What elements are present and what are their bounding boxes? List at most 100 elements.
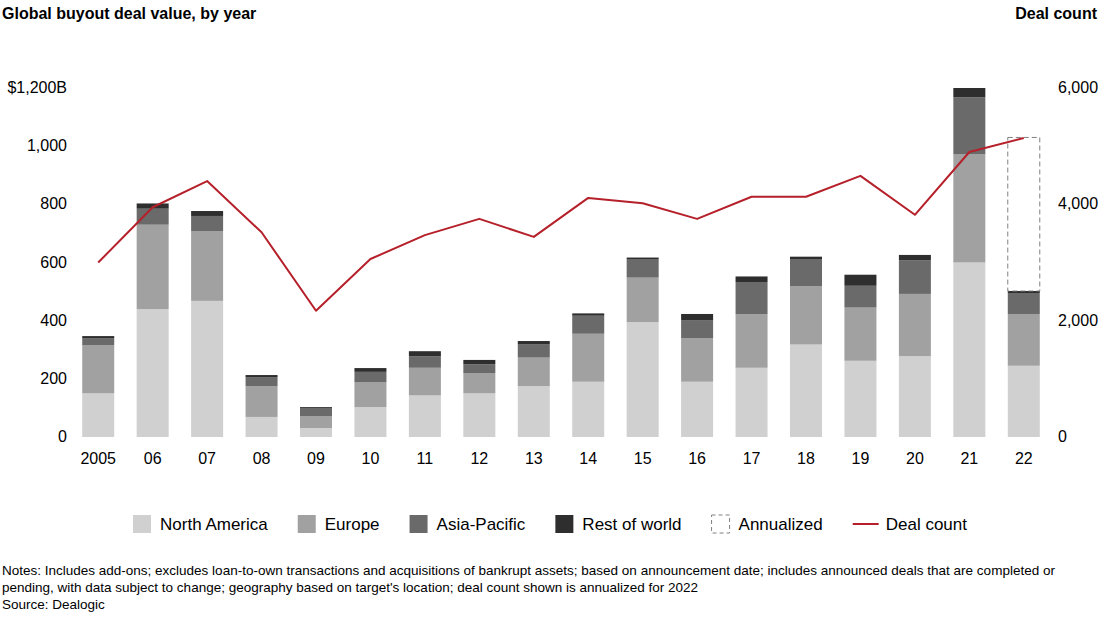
notes: Notes: Includes add-ons; excludes loan-t…	[2, 562, 1098, 596]
bar-segment	[844, 308, 876, 361]
bar-segment	[518, 386, 550, 437]
bar-segment	[246, 375, 278, 377]
bar-segment	[354, 407, 386, 437]
y-tick	[68, 437, 70, 438]
bar-segment	[191, 211, 223, 216]
bar-segment	[409, 395, 441, 437]
bar-segment	[627, 259, 659, 278]
legend-label: Rest of world	[582, 515, 681, 534]
bar-segment	[463, 364, 495, 373]
bar-segment	[191, 216, 223, 231]
bar-segment	[899, 294, 931, 356]
bar-segment	[137, 225, 169, 309]
bar-segment	[463, 360, 495, 364]
x-tick-label: 07	[198, 450, 216, 467]
bar-segment	[953, 263, 985, 438]
bar-segment	[736, 314, 768, 368]
bar-segment	[627, 278, 659, 322]
legend-label: Deal count	[886, 515, 968, 534]
bar-segment	[82, 345, 114, 393]
bar-segment	[137, 209, 169, 225]
y2-tick	[1052, 320, 1054, 321]
bar-segment	[354, 368, 386, 372]
bar-segment	[82, 336, 114, 338]
bar-segment	[572, 334, 604, 382]
plot-area	[82, 88, 1040, 437]
bar-segment	[572, 316, 604, 334]
bar-segment	[191, 301, 223, 437]
bar-segment	[463, 393, 495, 437]
y-tick	[68, 88, 70, 89]
y-tick-label: 1,000	[27, 137, 67, 154]
bar-segment	[572, 382, 604, 437]
bar-segment	[844, 275, 876, 286]
legend-swatch	[555, 515, 573, 533]
y2-axis-title: Deal count	[1015, 5, 1097, 22]
notes-block: Notes: Includes add-ons; excludes loan-t…	[2, 562, 1098, 613]
y2-tick	[1052, 204, 1054, 205]
legend-swatch	[410, 515, 428, 533]
y-tick	[68, 262, 70, 263]
bar-segment	[246, 417, 278, 437]
legend-label: Asia-Pacific	[437, 515, 526, 534]
deal-count-line	[98, 138, 1024, 311]
bar-segment	[246, 386, 278, 417]
y-tick	[68, 320, 70, 321]
bar-segment	[137, 309, 169, 437]
bar-segment	[409, 356, 441, 368]
bar-segment	[953, 97, 985, 154]
bar-segment	[736, 282, 768, 314]
x-tick-label: 21	[960, 450, 978, 467]
x-tick-label: 11	[417, 450, 434, 467]
bar-segment	[463, 373, 495, 393]
x-tick-label: 15	[634, 450, 652, 467]
y-tick-label: 800	[40, 195, 67, 212]
legend-swatch	[133, 515, 151, 533]
title: Global buyout deal value, by year	[2, 5, 256, 22]
bar-segment	[1008, 314, 1040, 366]
x-tick-label: 16	[688, 450, 706, 467]
legend-item: Rest of world	[555, 515, 681, 534]
y2-tick-label: 2,000	[1058, 312, 1098, 329]
bar-segment	[627, 322, 659, 437]
bar-segment	[899, 255, 931, 260]
y-tick-label: 600	[40, 254, 67, 271]
legend-item: Europe	[298, 515, 380, 534]
y-tick	[68, 204, 70, 205]
y2-tick	[1052, 88, 1054, 89]
y-tick-label: 0	[58, 428, 67, 445]
bar-segment	[790, 345, 822, 437]
y2-tick-label: 4,000	[1058, 195, 1098, 212]
y-tick-label: 400	[40, 312, 67, 329]
y2-tick	[1052, 437, 1054, 438]
bar-segment	[1008, 137, 1040, 291]
bar-segment	[82, 338, 114, 345]
bar-segment	[736, 368, 768, 437]
x-tick-label: 09	[307, 450, 325, 467]
bar-segment	[844, 286, 876, 308]
legend-swatch	[298, 515, 316, 533]
bar-segment	[790, 286, 822, 344]
legend-label: Annualized	[739, 515, 823, 534]
bar-segment	[300, 408, 332, 416]
bar-segment	[82, 393, 114, 437]
x-tick-label: 19	[852, 450, 870, 467]
bar-segment	[518, 341, 550, 344]
bar-segment	[1008, 366, 1040, 437]
legend-swatch	[853, 523, 879, 525]
x-tick-label: 12	[470, 450, 488, 467]
bar-segment	[300, 416, 332, 428]
legend-label: Europe	[325, 515, 380, 534]
bar-segment	[572, 313, 604, 315]
x-tick-label: 10	[362, 450, 380, 467]
bar-segment	[844, 361, 876, 437]
bar-segment	[899, 356, 931, 437]
bar-segment	[681, 382, 713, 437]
bar-segment	[518, 345, 550, 358]
bar-segment	[191, 231, 223, 301]
y-tick-label: $1,200B	[7, 79, 67, 96]
legend-item: Deal count	[853, 515, 968, 534]
bar-segment	[409, 368, 441, 396]
legend-item: Asia-Pacific	[410, 515, 526, 534]
x-tick-label: 17	[743, 450, 761, 467]
